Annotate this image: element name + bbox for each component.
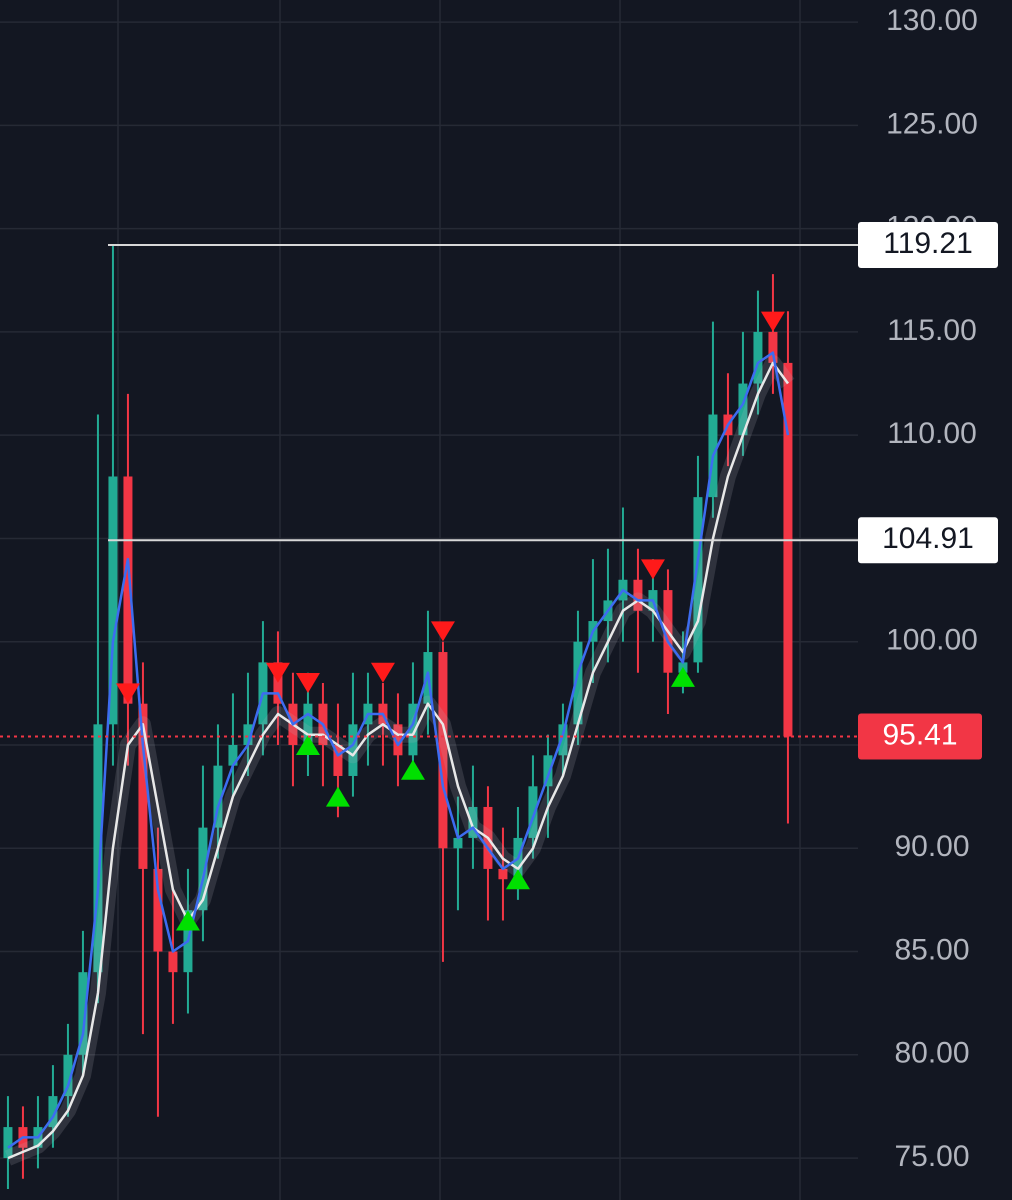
sell-signal (760, 311, 785, 332)
candle-body (198, 827, 208, 911)
candle-body (168, 951, 178, 973)
price-label-box (858, 517, 998, 564)
buy-signal (505, 869, 530, 890)
sell-signal (370, 662, 395, 683)
buy-signal (325, 786, 350, 807)
candle-body (438, 652, 448, 849)
candle-body (78, 972, 88, 1055)
candle-body (138, 703, 148, 869)
buy-signal (295, 734, 320, 755)
y-tick-label: 100.00 (886, 624, 978, 657)
sell-signal (640, 559, 665, 580)
candle-body (558, 724, 568, 756)
y-tick-label: 90.00 (894, 830, 969, 863)
candle-body (333, 744, 343, 776)
candle-body (303, 703, 313, 745)
candle-body (528, 786, 538, 838)
y-tick-label: 130.00 (886, 4, 978, 37)
buy-signal (670, 666, 695, 687)
last-price-box (858, 713, 982, 760)
price-label: 104.91 (882, 522, 974, 555)
candle-body (63, 1054, 73, 1097)
candle-body (3, 1127, 13, 1159)
candle-body (408, 703, 418, 756)
ma-fast-line (7, 351, 790, 1149)
candle-body (543, 755, 553, 787)
candle-body (498, 868, 508, 880)
candle-body (108, 476, 118, 725)
candle-body (453, 837, 463, 849)
price-label-box (858, 221, 998, 268)
y-tick-label: 115.00 (887, 314, 977, 347)
y-tick-label: 125.00 (886, 107, 978, 140)
candle-body (243, 724, 253, 745)
buy-signal (400, 759, 425, 780)
candle-body (783, 362, 793, 737)
candle-body (273, 662, 283, 704)
sell-signal (115, 683, 140, 704)
candle-body (633, 579, 643, 611)
y-tick-label: 80.00 (894, 1037, 969, 1070)
price-label: 119.21 (883, 227, 973, 260)
y-tick-label: 75.00 (894, 1140, 969, 1173)
last-price-label: 95.41 (882, 718, 957, 751)
candle-body (738, 383, 748, 436)
vertical-grid (117, 0, 801, 1200)
candle-body (213, 765, 223, 828)
candle-body (123, 476, 133, 704)
sell-signal (265, 662, 290, 683)
y-tick-label: 85.00 (894, 933, 969, 966)
buy-signal (175, 910, 200, 931)
candle-body (768, 331, 778, 363)
candle-body (348, 724, 358, 776)
sell-signal (295, 673, 320, 694)
candle-body (228, 744, 238, 766)
sell-signal (430, 621, 455, 642)
candle-body (93, 724, 103, 973)
candle-body (48, 1096, 58, 1128)
candle-body (153, 868, 163, 952)
candle-body (468, 806, 478, 838)
candle-body (393, 724, 403, 756)
candle-body (693, 497, 703, 663)
y-tick-label: 110.00 (887, 417, 977, 450)
candle-body (573, 641, 583, 725)
candle-body (753, 331, 763, 384)
